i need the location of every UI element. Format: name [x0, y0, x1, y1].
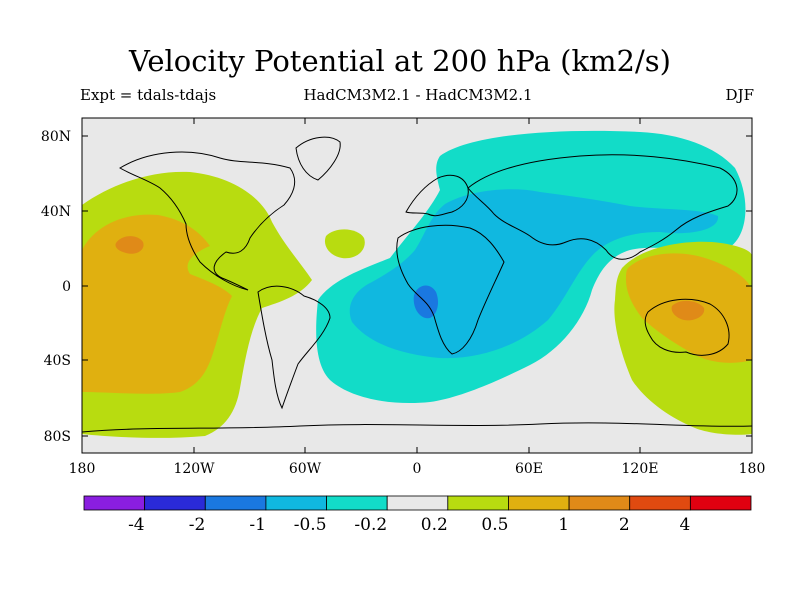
- lon-label-180e: 180: [739, 461, 766, 477]
- colorbar-label: 2: [619, 515, 630, 535]
- lat-label-40n: 40N: [41, 204, 71, 220]
- colorbar-label: 4: [680, 515, 691, 535]
- pacific-positive-core: [82, 214, 232, 394]
- lon-label-120e: 120E: [622, 461, 659, 477]
- colorbar-swatch: [447, 495, 509, 511]
- colorbar-label: -2: [189, 515, 206, 535]
- colorbar-swatch: [386, 495, 449, 511]
- axis-ticks: [81, 118, 753, 453]
- colorbar-label: 1: [558, 515, 569, 535]
- colorbar-label: -4: [128, 515, 145, 535]
- eurasia-africa-negative-core: [349, 189, 719, 359]
- colorbar-swatch: [204, 495, 267, 511]
- colorbar: -4 -2 -1 -0.5 -0.2 0.2 0.5 1 2 4: [83, 495, 752, 535]
- lon-label-60e: 60E: [515, 461, 543, 477]
- lat-label-80s: 80S: [44, 429, 71, 445]
- colorbar-label: -0.5: [294, 515, 327, 535]
- pacific-positive-max: [115, 236, 144, 254]
- atlantic-positive-blob: [324, 229, 365, 259]
- colorbar-swatch: [629, 495, 691, 511]
- colorbar-swatch: [326, 495, 388, 511]
- africa-negative-max: [413, 285, 438, 319]
- colorbar-label: -0.2: [354, 515, 387, 535]
- colorbar-swatch: [568, 495, 631, 511]
- models-label: HadCM3M2.1 - HadCM3M2.1: [303, 86, 533, 104]
- colorbar-label: 0.2: [421, 515, 448, 535]
- colorbar-swatch: [144, 495, 206, 511]
- chart-title: Velocity Potential at 200 hPa (km2/s): [129, 44, 671, 78]
- coastlines: [82, 136, 752, 433]
- lon-label-180w: 180: [69, 461, 96, 477]
- lon-label-60w: 60W: [289, 461, 322, 477]
- lon-label-0: 0: [413, 461, 422, 477]
- velocity-potential-field: [82, 118, 752, 453]
- lat-label-80n: 80N: [41, 129, 71, 145]
- colorbar-label: 0.5: [481, 515, 508, 535]
- colorbar-swatch: [689, 495, 752, 511]
- colorbar-swatch: [508, 495, 570, 511]
- lon-label-120w: 120W: [173, 461, 215, 477]
- season-label: DJF: [725, 86, 754, 104]
- lat-label-equator: 0: [62, 279, 71, 295]
- australia-positive-max: [671, 300, 705, 321]
- colorbar-label: -1: [249, 515, 266, 535]
- colorbar-swatch: [265, 495, 327, 511]
- colorbar-swatch: [83, 495, 146, 511]
- lat-label-40s: 40S: [44, 353, 71, 369]
- experiment-label: Expt = tdals-tdajs: [80, 86, 217, 104]
